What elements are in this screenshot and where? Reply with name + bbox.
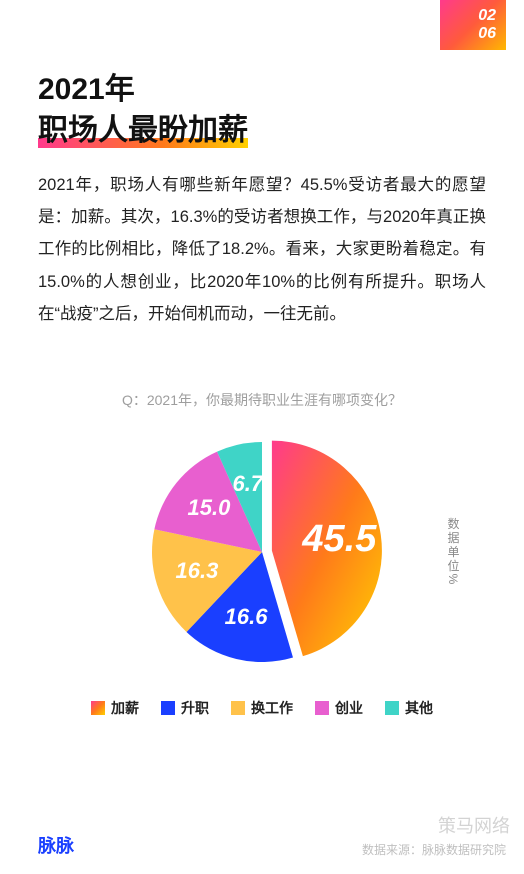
legend-label-3: 创业 [335,698,363,718]
legend-item-3: 创业 [315,698,363,718]
pie-label-1: 16.6 [225,604,269,629]
page-title: 2021年 职场人最盼加薪 [38,70,486,151]
legend-swatch-4 [385,701,399,715]
legend-item-4: 其他 [385,698,433,718]
legend-swatch-2 [231,701,245,715]
footer: 脉脉 数据来源：脉脉数据研究院 [38,832,506,858]
chart-legend: 加薪 升职 换工作 创业 其他 [0,698,524,718]
legend-item-1: 升职 [161,698,209,718]
data-source: 数据来源：脉脉数据研究院 [362,841,506,858]
pie-label-0: 45.5 [301,518,377,560]
page-badge: 02 06 [440,0,506,50]
legend-swatch-1 [161,701,175,715]
legend-swatch-3 [315,701,329,715]
legend-item-2: 换工作 [231,698,293,718]
legend-label-4: 其他 [405,698,433,718]
title-line-2: 职场人最盼加薪 [38,111,248,152]
pie-chart: 45.5 16.6 16.3 15.06.7 [142,432,382,672]
pie-label-3: 15.0 [188,495,232,520]
brand-logo: 脉脉 [38,832,74,858]
pie-label-2: 16.3 [175,558,218,583]
pie-label-4: 6.7 [232,471,264,496]
legend-swatch-0 [91,701,105,715]
title-line-1: 2021年 [38,73,135,106]
content: 2021年 职场人最盼加薪 2021年，职场人有哪些新年愿望？45.5%受访者最… [38,70,486,330]
body-paragraph: 2021年，职场人有哪些新年愿望？45.5%受访者最大的愿望是：加薪。其次，16… [38,169,486,330]
legend-item-0: 加薪 [91,698,139,718]
legend-label-2: 换工作 [251,698,293,718]
chart-question: Q：2021年，你最期待职业生涯有哪项变化？ [0,390,524,410]
legend-label-0: 加薪 [111,698,139,718]
chart-section: Q：2021年，你最期待职业生涯有哪项变化？ 45.5 16.6 16.3 15.06… [0,390,524,718]
legend-label-1: 升职 [181,698,209,718]
unit-label: 数据单位% [445,518,462,587]
page-num: 02 [478,7,496,25]
page-total: 06 [478,25,496,43]
